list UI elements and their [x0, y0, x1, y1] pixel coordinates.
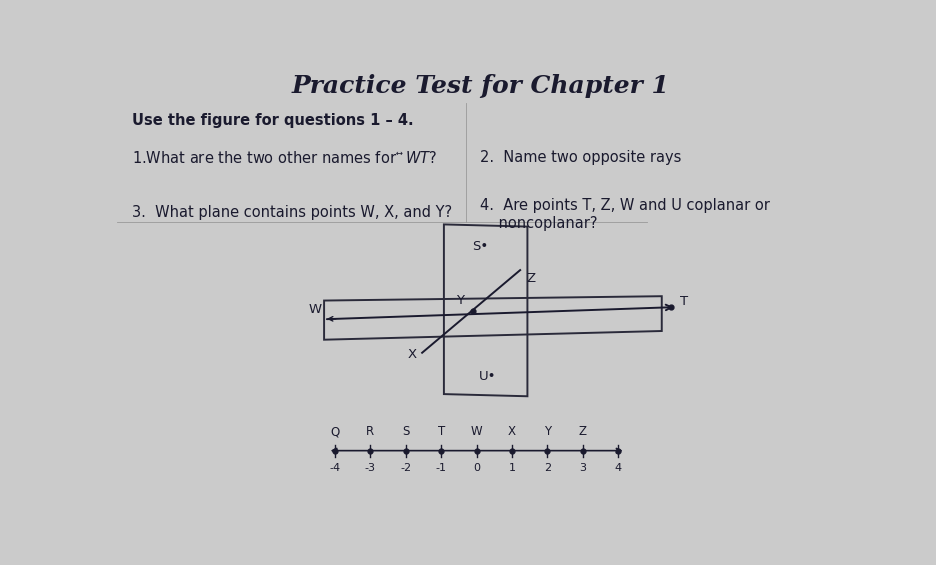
Text: 4.  Are points T, Z, W and U coplanar or
    noncoplanar?: 4. Are points T, Z, W and U coplanar or …	[479, 198, 769, 231]
Text: Z: Z	[578, 425, 586, 438]
Text: Z: Z	[525, 272, 534, 285]
Text: Use the figure for questions 1 – 4.: Use the figure for questions 1 – 4.	[131, 114, 413, 128]
Text: R: R	[366, 425, 374, 438]
Text: 2: 2	[543, 463, 550, 473]
Text: 1.What are the two other names for $\overleftrightarrow{WT}$?: 1.What are the two other names for $\ove…	[131, 150, 436, 167]
Text: 3: 3	[578, 463, 586, 473]
Text: T: T	[680, 295, 687, 308]
Text: S•: S•	[472, 240, 488, 253]
Text: 3.  What plane contains points W, X, and Y?: 3. What plane contains points W, X, and …	[131, 205, 451, 220]
Text: 0: 0	[473, 463, 479, 473]
Text: Y: Y	[456, 294, 463, 307]
Text: X: X	[407, 349, 416, 362]
Text: 4: 4	[614, 463, 622, 473]
Text: -1: -1	[435, 463, 446, 473]
Text: X: X	[507, 425, 516, 438]
Text: Y: Y	[543, 425, 550, 438]
Text: Q: Q	[330, 425, 339, 438]
Text: S: S	[402, 425, 409, 438]
Text: T: T	[437, 425, 445, 438]
Text: -2: -2	[400, 463, 411, 473]
Text: 2.  Name two opposite rays: 2. Name two opposite rays	[479, 150, 680, 166]
Text: W: W	[470, 425, 482, 438]
Text: W: W	[309, 303, 322, 316]
Text: -4: -4	[329, 463, 340, 473]
Text: U•: U•	[478, 370, 496, 383]
Text: Practice Test for Chapter 1: Practice Test for Chapter 1	[291, 75, 668, 98]
Text: -3: -3	[364, 463, 375, 473]
Text: 1: 1	[508, 463, 515, 473]
